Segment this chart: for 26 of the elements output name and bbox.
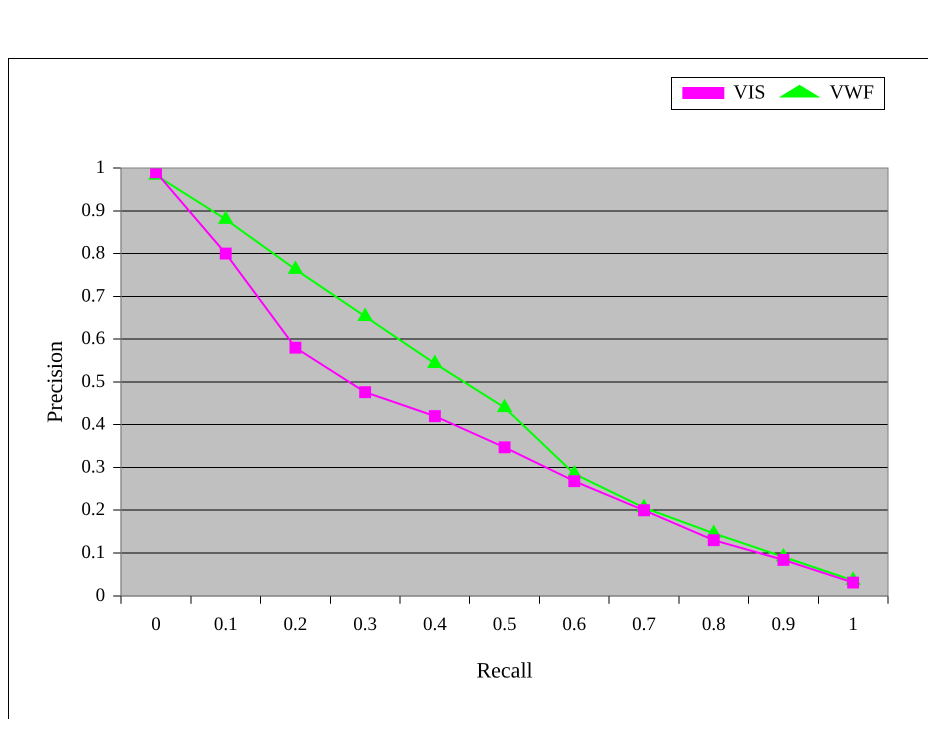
- x-tick-label: 0.3: [353, 614, 378, 636]
- y-tick-label: 0: [96, 584, 106, 606]
- y-axis-title: Precision: [42, 340, 67, 423]
- y-tick-label: 0.1: [81, 542, 106, 564]
- y-tick-label: 0.8: [81, 242, 106, 264]
- x-tick-label: 1: [848, 614, 858, 636]
- y-tick-label: 1: [96, 156, 106, 178]
- y-tick-label: 0.6: [81, 328, 106, 350]
- y-tick-label: 0.2: [81, 499, 106, 520]
- x-tick-label: 0: [151, 614, 161, 636]
- x-tick-label: 0.2: [284, 614, 308, 636]
- y-tick-label: 0.7: [81, 285, 106, 306]
- legend-label: VWF: [830, 81, 874, 104]
- y-tick-label: 0.3: [81, 456, 106, 478]
- x-tick-label: 0.1: [214, 614, 238, 636]
- x-tick-label: 0.7: [632, 614, 656, 636]
- x-tick-label: 0.4: [422, 614, 448, 636]
- x-axis-title: Recall: [476, 658, 533, 683]
- legend-label: VIS: [733, 81, 766, 104]
- x-tick-label: 0.8: [702, 614, 726, 636]
- x-tick-label: 0.9: [772, 614, 796, 636]
- x-tick-label: 0.5: [492, 614, 516, 636]
- y-tick-label: 0.9: [81, 200, 106, 221]
- y-tick-label: 0.4: [81, 414, 106, 435]
- y-tick-label: 0.5: [81, 370, 106, 392]
- x-tick-label: 0.6: [562, 614, 586, 636]
